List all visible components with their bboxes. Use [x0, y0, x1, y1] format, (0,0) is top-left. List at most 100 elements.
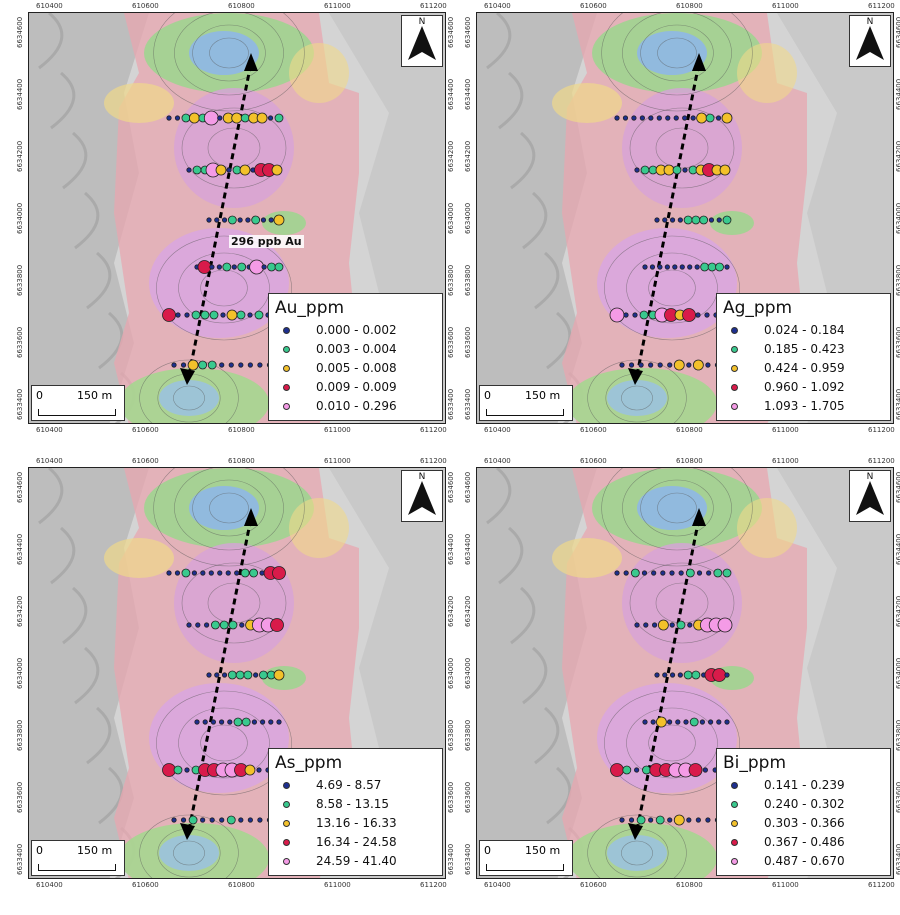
sample-point	[274, 262, 284, 272]
x-tick-top: 610800	[228, 2, 255, 10]
mid-zone-west	[104, 83, 174, 123]
x-tick-top: 611200	[420, 457, 447, 465]
legend-swatch	[731, 402, 738, 410]
sample-point	[180, 817, 187, 823]
legend-range-label: 0.000 - 0.002	[316, 323, 397, 337]
sample-point	[614, 570, 620, 576]
sample-point	[695, 312, 701, 318]
sample-point	[651, 570, 657, 576]
sample-point	[719, 164, 731, 176]
legend-entry: 0.005 - 0.008	[283, 360, 397, 376]
legend-swatch	[283, 781, 290, 789]
sample-point	[648, 115, 654, 121]
y-tick-right: 6634600	[447, 471, 455, 503]
mid-zone-west	[104, 538, 174, 578]
x-tick-bottom: 611000	[324, 426, 351, 434]
sample-point	[219, 362, 225, 368]
sample-point	[634, 767, 640, 773]
legend: Ag_ppm 0.024 - 0.184 0.185 - 0.423 0.424 - …	[716, 293, 891, 421]
sample-point	[628, 362, 635, 368]
sample-point	[673, 359, 685, 371]
x-tick-bottom: 610800	[676, 426, 703, 434]
arrow-head-north	[692, 508, 706, 526]
y-tick-right: 6634000	[447, 657, 455, 689]
y-tick-left: 6633800	[464, 719, 472, 751]
sample-point	[240, 568, 250, 578]
sample-point	[662, 672, 668, 678]
y-tick-left: 6634200	[464, 595, 472, 627]
y-tick-left: 6633600	[16, 781, 24, 813]
north-arrow: N	[401, 15, 443, 67]
sample-point	[642, 264, 648, 270]
sample-point	[717, 617, 733, 633]
x-tick-top: 611200	[420, 2, 447, 10]
y-tick-left: 6634600	[16, 471, 24, 503]
legend-range-label: 0.185 - 0.423	[764, 342, 845, 356]
sample-point	[217, 115, 223, 121]
legend-entry: 0.141 - 0.239	[731, 777, 845, 793]
map-panel-ag-ppm: N 0 150 m Ag_ppm 0.024 - 0.184 0.185 - 0.423 0…	[476, 12, 894, 424]
sample-point	[699, 719, 705, 725]
y-tick-right: 6633600	[895, 781, 900, 813]
core-south	[159, 835, 219, 871]
legend-entry: 8.58 - 13.15	[283, 796, 389, 812]
sample-point	[724, 264, 730, 270]
sample-point	[641, 570, 648, 576]
sample-point	[634, 167, 640, 173]
sample-point	[623, 570, 629, 576]
legend-swatch	[731, 781, 738, 789]
sample-point	[610, 763, 624, 777]
sample-point	[216, 264, 222, 270]
sample-point	[685, 568, 695, 578]
sample-point	[188, 112, 200, 124]
y-tick-left: 6634200	[464, 140, 472, 172]
sample-point	[219, 719, 225, 725]
sample-point	[261, 264, 267, 270]
y-tick-left: 6634200	[16, 140, 24, 172]
sample-point	[678, 570, 684, 576]
legend-range-label: 0.240 - 0.302	[764, 797, 845, 811]
sample-point	[688, 763, 703, 777]
sample-point	[194, 719, 200, 725]
sample-point	[667, 719, 673, 725]
sample-point	[181, 568, 191, 578]
sample-point	[704, 312, 710, 318]
sample-point	[221, 217, 228, 223]
legend: Au_ppm 0.000 - 0.002 0.003 - 0.004 0.005 - …	[268, 293, 443, 421]
sample-point	[257, 817, 263, 823]
sample-point	[654, 672, 660, 678]
x-tick-top: 611200	[868, 2, 895, 10]
sample-point	[649, 264, 656, 270]
y-tick-right: 6634000	[895, 202, 900, 234]
sample-point	[225, 570, 231, 576]
core-south	[607, 835, 667, 871]
y-tick-left: 6634000	[16, 657, 24, 689]
x-tick-bottom: 610800	[228, 881, 255, 889]
sample-point	[231, 264, 237, 270]
sample-point	[210, 620, 220, 630]
north-label: N	[866, 17, 874, 27]
sample-point	[699, 215, 709, 225]
sample-point	[238, 362, 244, 368]
core-north	[189, 31, 259, 75]
sample-point	[251, 215, 261, 225]
mid-zone-east	[289, 498, 349, 558]
legend-range-label: 0.009 - 0.009	[316, 380, 397, 394]
sample-point	[244, 764, 256, 776]
x-tick-top: 611200	[868, 457, 895, 465]
sample-point	[692, 359, 704, 371]
map-panel-bi-ppm: N 0 150 m Bi_ppm 0.141 - 0.239 0.240 - 0.302 0…	[476, 467, 894, 879]
sample-point	[676, 620, 686, 630]
sample-point	[174, 115, 181, 121]
sample-point	[226, 309, 238, 321]
y-tick-left: 6634400	[16, 533, 24, 565]
y-tick-right: 6634200	[447, 595, 455, 627]
sample-point	[245, 217, 251, 223]
scale-line	[38, 409, 116, 416]
sample-point	[175, 312, 181, 318]
sample-point	[209, 310, 219, 320]
sample-point	[210, 719, 216, 725]
north-arrow: N	[401, 470, 443, 522]
legend-range-label: 24.59 - 41.40	[316, 854, 397, 868]
legend-swatch	[283, 364, 290, 372]
